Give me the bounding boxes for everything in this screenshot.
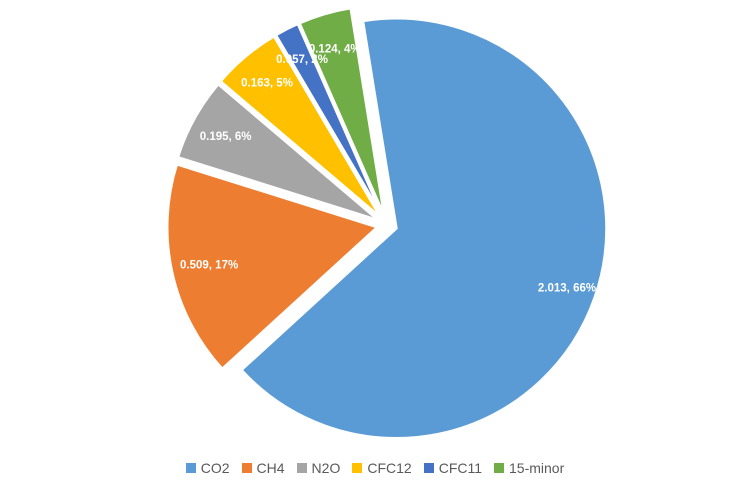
legend-label: CFC12 <box>367 460 412 476</box>
legend-item-ch4: CH4 <box>241 460 285 476</box>
legend-label: CO2 <box>200 460 230 476</box>
data-label-ch4: 0.509, 17% <box>180 259 238 271</box>
legend-swatch <box>241 463 252 473</box>
data-label-cfc11: 0.057, 2% <box>276 54 328 66</box>
legend-swatch <box>423 463 434 473</box>
pie-slice-ch4 <box>166 163 379 371</box>
data-label-15-minor: 0.124, 4% <box>309 43 361 55</box>
legend-label: CH4 <box>256 460 285 476</box>
legend-label: 15-minor <box>509 460 565 476</box>
legend-item-co2: CO2 <box>185 460 230 476</box>
legend-item-15-minor: 15-minor <box>494 460 564 476</box>
legend-item-n2o: N2O <box>296 460 341 476</box>
data-label-co2: 2.013, 66% <box>538 283 596 295</box>
pie-slice-15-minor <box>298 6 386 217</box>
legend-swatch <box>185 463 196 473</box>
data-label-cfc12: 0.163, 5% <box>241 77 293 89</box>
legend-item-cfc12: CFC12 <box>352 460 412 476</box>
pie-slice-n2o <box>176 82 380 222</box>
data-label-n2o: 0.195, 6% <box>200 131 252 143</box>
legend-item-cfc11: CFC11 <box>423 460 483 476</box>
legend-swatch <box>494 463 505 473</box>
pie-slice-co2 <box>240 17 608 440</box>
pie-data-labels: 2.013, 66% 0.509, 17% 0.195, 6% 0.163, 5% 0.… <box>180 43 596 294</box>
pie-slice-cfc12 <box>219 35 382 219</box>
legend-swatch <box>352 463 363 473</box>
chart-legend: CO2 CH4 N2O CFC12 CFC11 15-minor <box>0 460 750 476</box>
legend-label: N2O <box>311 460 341 476</box>
legend-label: CFC11 <box>438 460 483 476</box>
pie-slices <box>166 6 608 440</box>
legend-swatch <box>296 463 307 473</box>
pie-slice-cfc11 <box>274 22 384 218</box>
